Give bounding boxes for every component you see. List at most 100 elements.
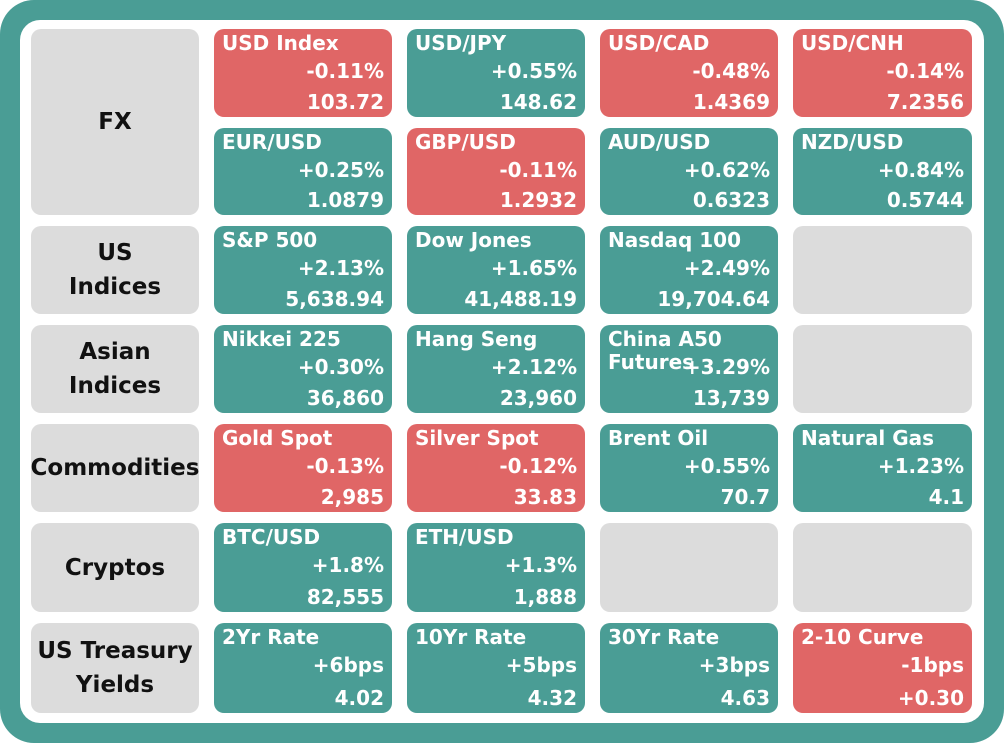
quote-value: 23,960 — [499, 386, 577, 410]
quote-name: USD/JPY — [415, 31, 507, 55]
quote-name: Nikkei 225 — [222, 327, 341, 351]
quote-value: 4.02 — [334, 686, 384, 710]
quote-name: China A50 Futures — [608, 327, 722, 374]
quote-tile-usd-cad[interactable]: USD/CAD -0.48% 1.4369 — [600, 29, 778, 117]
quote-tile-nzd-usd[interactable]: NZD/USD +0.84% 0.5744 — [793, 128, 972, 215]
quote-change: +3.29% — [683, 355, 770, 379]
empty-tile — [793, 523, 972, 612]
quote-tile-silver-spot[interactable]: Silver Spot -0.12% 33.83 — [407, 424, 585, 512]
quote-tile-10yr-rate[interactable]: 10Yr Rate +5bps 4.32 — [407, 623, 585, 713]
quote-tile-dow-jones[interactable]: Dow Jones +1.65% 41,488.19 — [407, 226, 585, 314]
row-label-text: Cryptos — [64, 554, 166, 581]
quote-name: AUD/USD — [608, 130, 711, 154]
quote-tile-s-p-500[interactable]: S&P 500 +2.13% 5,638.94 — [214, 226, 392, 314]
quote-name: Hang Seng — [415, 327, 538, 351]
quote-name: Nasdaq 100 — [608, 228, 741, 252]
quote-value: 36,860 — [306, 386, 384, 410]
quote-value: 13,739 — [692, 386, 770, 410]
quote-name: GBP/USD — [415, 130, 516, 154]
quote-name: Silver Spot — [415, 426, 539, 450]
quote-tile-usd-index[interactable]: USD Index -0.11% 103.72 — [214, 29, 392, 117]
row-label-text: US Indices — [68, 240, 162, 300]
quote-name: BTC/USD — [222, 525, 321, 549]
quote-name: Gold Spot — [222, 426, 333, 450]
empty-tile — [793, 226, 972, 314]
row-label-asian-indices: Asian Indices — [31, 325, 199, 413]
quote-value: 1.0879 — [306, 188, 384, 212]
empty-tile — [793, 325, 972, 413]
quote-name: USD Index — [222, 31, 339, 55]
quote-value: 82,555 — [306, 585, 384, 609]
quote-value: 5,638.94 — [285, 287, 384, 311]
quote-change: +1.65% — [490, 256, 577, 280]
quote-name: USD/CNH — [801, 31, 904, 55]
row-label-text: Commodities — [31, 455, 199, 481]
quote-value: 0.6323 — [692, 188, 770, 212]
row-label-commodities: Commodities — [31, 424, 199, 512]
quote-change: +0.55% — [683, 454, 770, 478]
quote-name: ETH/USD — [415, 525, 514, 549]
quote-change: +6bps — [312, 653, 384, 677]
quote-tile-aud-usd[interactable]: AUD/USD +0.62% 0.6323 — [600, 128, 778, 215]
quote-change: +3bps — [698, 653, 770, 677]
quote-tile-usd-cnh[interactable]: USD/CNH -0.14% 7.2356 — [793, 29, 972, 117]
quote-name: Dow Jones — [415, 228, 532, 252]
row-label-text: Asian Indices — [68, 339, 162, 399]
quote-change: +1.8% — [311, 553, 384, 577]
quote-tile-eur-usd[interactable]: EUR/USD +0.25% 1.0879 — [214, 128, 392, 215]
row-label-text: US Treasury Yields — [37, 638, 193, 698]
quote-value: 4.32 — [527, 686, 577, 710]
quote-name: S&P 500 — [222, 228, 318, 252]
quote-tile-natural-gas[interactable]: Natural Gas +1.23% 4.1 — [793, 424, 972, 512]
quote-tile-gbp-usd[interactable]: GBP/USD -0.11% 1.2932 — [407, 128, 585, 215]
quote-name: 10Yr Rate — [415, 625, 527, 649]
quote-value: 1,888 — [513, 585, 577, 609]
quote-tile-gold-spot[interactable]: Gold Spot -0.13% 2,985 — [214, 424, 392, 512]
quote-value: 4.63 — [720, 686, 770, 710]
quote-change: +0.84% — [877, 158, 964, 182]
quote-value: 1.4369 — [692, 90, 770, 114]
quote-value: 7.2356 — [886, 90, 964, 114]
quote-change: +5bps — [505, 653, 577, 677]
row-label-text: FX — [98, 109, 132, 135]
quote-value: +0.30 — [897, 686, 964, 710]
quote-change: -0.11% — [306, 59, 384, 83]
quote-tile-30yr-rate[interactable]: 30Yr Rate +3bps 4.63 — [600, 623, 778, 713]
quote-change: +2.49% — [683, 256, 770, 280]
quote-tile-usd-jpy[interactable]: USD/JPY +0.55% 148.62 — [407, 29, 585, 117]
quote-tile-2-10-curve[interactable]: 2-10 Curve -1bps +0.30 — [793, 623, 972, 713]
quote-tile-hang-seng[interactable]: Hang Seng +2.12% 23,960 — [407, 325, 585, 413]
quote-change: -0.11% — [499, 158, 577, 182]
quote-name: 2-10 Curve — [801, 625, 924, 649]
quote-change: -1bps — [901, 653, 964, 677]
quote-tile-brent-oil[interactable]: Brent Oil +0.55% 70.7 — [600, 424, 778, 512]
quote-change: +2.13% — [297, 256, 384, 280]
quote-tile-2yr-rate[interactable]: 2Yr Rate +6bps 4.02 — [214, 623, 392, 713]
quote-name: 30Yr Rate — [608, 625, 720, 649]
quote-change: -0.13% — [306, 454, 384, 478]
quote-value: 2,985 — [320, 485, 384, 509]
row-label-cryptos: Cryptos — [31, 523, 199, 612]
quote-tile-china-a50-futures[interactable]: China A50 Futures +3.29% 13,739 — [600, 325, 778, 413]
quote-change: -0.14% — [886, 59, 964, 83]
quote-change: +0.25% — [297, 158, 384, 182]
quote-value: 103.72 — [306, 90, 384, 114]
quote-change: -0.12% — [499, 454, 577, 478]
quote-tile-eth-usd[interactable]: ETH/USD +1.3% 1,888 — [407, 523, 585, 612]
quote-tile-btc-usd[interactable]: BTC/USD +1.8% 82,555 — [214, 523, 392, 612]
quote-value: 4.1 — [928, 485, 964, 509]
quote-name: EUR/USD — [222, 130, 322, 154]
row-label-us-indices: US Indices — [31, 226, 199, 314]
quote-value: 1.2932 — [499, 188, 577, 212]
quote-tile-nikkei-225[interactable]: Nikkei 225 +0.30% 36,860 — [214, 325, 392, 413]
quote-change: +1.3% — [504, 553, 577, 577]
quote-value: 148.62 — [499, 90, 577, 114]
quote-change: +0.62% — [683, 158, 770, 182]
quote-change: +0.55% — [490, 59, 577, 83]
quote-name: USD/CAD — [608, 31, 710, 55]
quote-name: 2Yr Rate — [222, 625, 320, 649]
quote-value: 70.7 — [720, 485, 770, 509]
quote-value: 19,704.64 — [657, 287, 770, 311]
quote-tile-nasdaq-100[interactable]: Nasdaq 100 +2.49% 19,704.64 — [600, 226, 778, 314]
